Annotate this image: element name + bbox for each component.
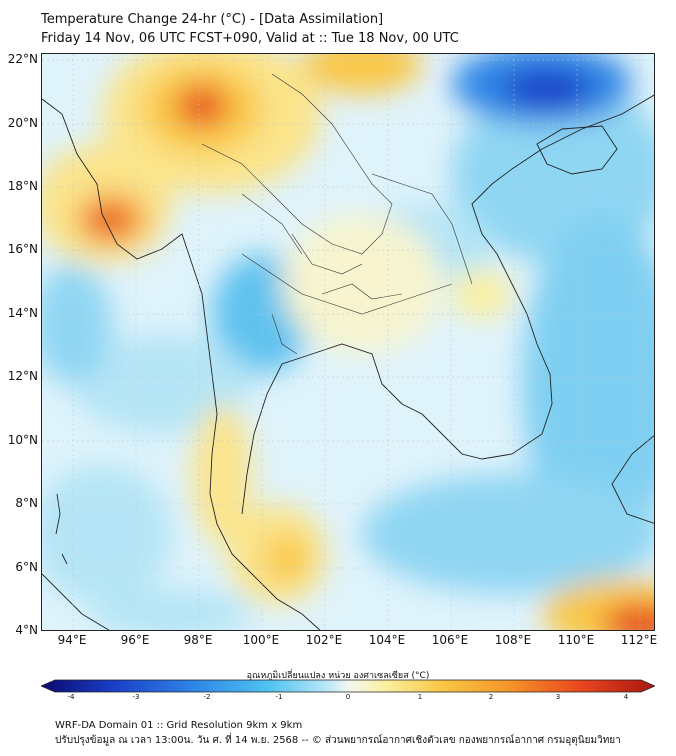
graticule [42, 54, 654, 630]
footer: WRF-DA Domain 01 :: Grid Resolution 9km … [55, 718, 621, 748]
map-canvas [42, 54, 654, 630]
lat-label: 14°N [7, 306, 38, 320]
colorbar-title: อุณหภูมิเปลี่ยนแปลง หน่วย องศาเซลเซียส (… [246, 671, 430, 681]
lat-label: 22°N [7, 52, 38, 66]
colorbar-tick: -4 [67, 693, 75, 701]
lat-label: 4°N [15, 623, 38, 637]
lat-label: 18°N [7, 179, 38, 193]
lat-label: 10°N [7, 433, 38, 447]
coastlines [42, 94, 654, 630]
colorbar-tick: 4 [623, 693, 629, 701]
temperature-map [41, 53, 655, 631]
title-line-1: Temperature Change 24-hr (°C) - [Data As… [41, 12, 384, 27]
colorbar-tick: 1 [417, 693, 423, 701]
colorbar [41, 679, 655, 693]
lon-label: 106°E [431, 633, 469, 647]
colorbar-tick: -3 [132, 693, 140, 701]
colorbar-tick: -2 [203, 693, 211, 701]
footer-line-2: ปรับปรุงข้อมูล ณ เวลา 13:00น. วัน ศ. ที่… [55, 735, 621, 746]
lon-label: 108°E [494, 633, 532, 647]
colorbar-tick: 3 [555, 693, 561, 701]
lat-label: 12°N [7, 369, 38, 383]
lat-label: 8°N [15, 496, 38, 510]
lon-label: 96°E [120, 633, 150, 647]
lat-label: 16°N [7, 242, 38, 256]
lat-label: 6°N [15, 560, 38, 574]
lon-label: 104°E [368, 633, 406, 647]
lon-label: 102°E [305, 633, 343, 647]
colorbar-gradient [41, 679, 655, 693]
map-title: Temperature Change 24-hr (°C) - [Data As… [41, 10, 459, 48]
lat-label: 20°N [7, 116, 38, 130]
colorbar-tick: 0 [345, 693, 351, 701]
lon-label: 98°E [183, 633, 213, 647]
colorbar-tick: 2 [488, 693, 494, 701]
lon-label: 112°E [620, 633, 658, 647]
footer-line-1: WRF-DA Domain 01 :: Grid Resolution 9km … [55, 720, 303, 731]
colorbar-tick: -1 [275, 693, 283, 701]
temperature-field [42, 54, 654, 630]
lon-label: 100°E [242, 633, 280, 647]
lon-label: 110°E [557, 633, 595, 647]
title-line-2: Friday 14 Nov, 06 UTC FCST+090, Valid at… [41, 31, 459, 46]
lon-label: 94°E [57, 633, 87, 647]
